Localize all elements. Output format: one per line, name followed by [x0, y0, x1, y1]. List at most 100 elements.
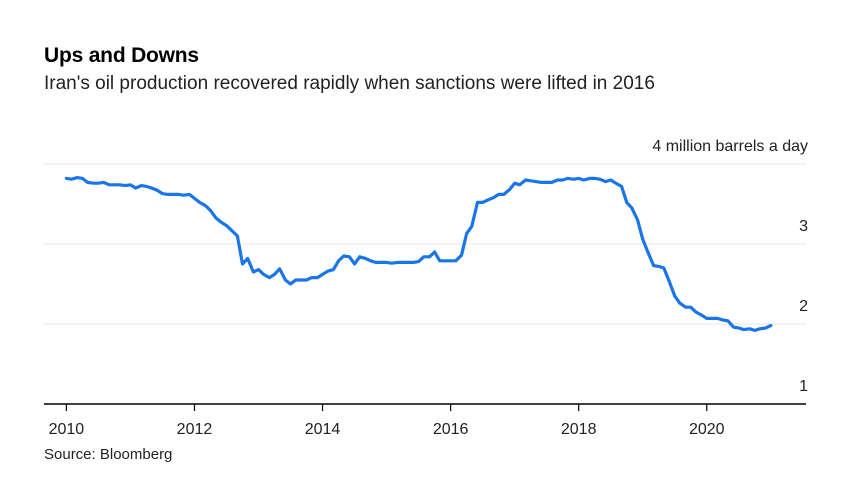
data-point — [642, 238, 644, 240]
source-note: Source: Bloomberg — [44, 446, 173, 463]
data-point — [663, 267, 665, 269]
series-line-0 — [64, 176, 773, 332]
data-point — [727, 320, 729, 322]
data-point — [102, 181, 104, 183]
data-point — [369, 260, 371, 262]
data-point — [695, 311, 697, 313]
data-point — [455, 260, 457, 262]
data-point — [129, 184, 131, 186]
data-point — [674, 295, 676, 297]
data-point — [134, 187, 136, 189]
data-point — [294, 279, 296, 281]
data-point — [738, 327, 740, 329]
data-point — [65, 177, 67, 179]
data-point — [503, 193, 505, 195]
data-point — [519, 184, 521, 186]
data-point — [118, 184, 120, 186]
data-point — [140, 184, 142, 186]
data-point — [374, 261, 376, 263]
data-point — [439, 260, 441, 262]
data-point — [198, 201, 200, 203]
data-point — [316, 276, 318, 278]
data-point — [706, 317, 708, 319]
x-tick-label-2014: 2014 — [305, 421, 341, 438]
data-point — [658, 265, 660, 267]
data-point — [326, 270, 328, 272]
data-point — [610, 179, 612, 181]
data-point — [508, 188, 510, 190]
data-point — [268, 276, 270, 278]
y-tick-label-4: 4 million barrels a day — [652, 138, 808, 155]
data-point — [321, 273, 323, 275]
data-point — [716, 317, 718, 319]
data-point — [481, 201, 483, 203]
chart-title: Ups and Downs — [44, 44, 199, 67]
y-tick-label-1: 1 — [799, 378, 808, 395]
data-point — [700, 314, 702, 316]
data-point — [524, 179, 526, 181]
data-point — [97, 182, 99, 184]
chart-subtitle: Iran's oil production recovered rapidly … — [44, 73, 655, 94]
data-point — [246, 257, 248, 259]
data-point — [113, 184, 115, 186]
data-point — [615, 182, 617, 184]
data-point — [364, 257, 366, 259]
data-point — [337, 260, 339, 262]
data-point — [289, 283, 291, 285]
data-point — [401, 261, 403, 263]
data-point — [156, 189, 158, 191]
data-point — [593, 177, 595, 179]
data-point — [92, 182, 94, 184]
x-tick-label-2016: 2016 — [433, 421, 469, 438]
data-point — [385, 261, 387, 263]
data-point — [652, 264, 654, 266]
data-point — [358, 256, 360, 258]
data-point — [353, 263, 355, 265]
data-point — [188, 193, 190, 195]
data-point — [220, 221, 222, 223]
data-point — [476, 201, 478, 203]
data-point — [529, 180, 531, 182]
data-point — [711, 317, 713, 319]
data-point — [567, 177, 569, 179]
data-point — [449, 260, 451, 262]
x-tick-label-2012: 2012 — [177, 421, 213, 438]
data-point — [679, 302, 681, 304]
data-point — [193, 197, 195, 199]
data-point — [647, 251, 649, 253]
data-point — [471, 225, 473, 227]
data-point — [273, 273, 275, 275]
data-point — [764, 327, 766, 329]
x-axis: 2010 2012 2014 2016 2018 2020 — [44, 403, 806, 438]
data-point — [572, 178, 574, 180]
data-point — [278, 268, 280, 270]
data-point — [172, 193, 174, 195]
data-point — [108, 184, 110, 186]
data-point — [561, 179, 563, 181]
data-point — [604, 180, 606, 182]
data-point — [583, 179, 585, 181]
data-point — [770, 324, 772, 326]
data-point — [150, 187, 152, 189]
data-point — [759, 328, 761, 330]
data-point — [310, 276, 312, 278]
data-point — [257, 268, 259, 270]
data-point — [497, 193, 499, 195]
data-point — [743, 328, 745, 330]
data-point — [300, 279, 302, 281]
data-point — [391, 262, 393, 264]
data-point — [551, 181, 553, 183]
data-point — [86, 181, 88, 183]
data-point — [262, 273, 264, 275]
data-point — [209, 209, 211, 211]
data-point — [540, 181, 542, 183]
data-point — [81, 177, 83, 179]
data-point — [748, 328, 750, 330]
data-point — [204, 204, 206, 206]
data-point — [145, 185, 147, 187]
series-layer — [64, 176, 773, 332]
y-axis-labels: 4 million barrels a day 3 2 1 — [652, 138, 808, 395]
data-point — [487, 199, 489, 201]
data-point — [444, 260, 446, 262]
